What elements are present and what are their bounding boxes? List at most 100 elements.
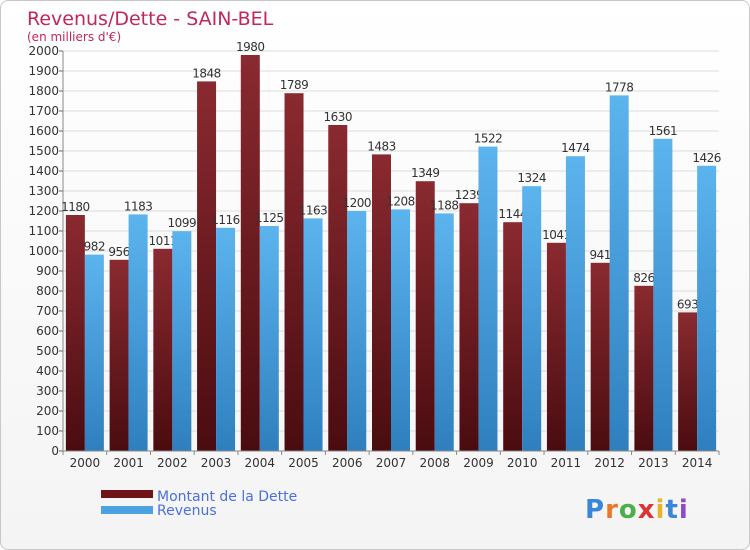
bar-dette	[372, 154, 391, 451]
y-tick-label: 200	[36, 404, 59, 418]
x-tick-label: 2013	[638, 456, 669, 470]
x-tick-label: 2008	[419, 456, 450, 470]
legend-swatch-revenus	[101, 506, 153, 514]
x-tick-label: 2010	[507, 456, 538, 470]
y-tick-label: 1400	[28, 164, 59, 178]
y-tick-label: 1000	[28, 244, 59, 258]
chart-subtitle: (en milliers d'€)	[27, 30, 121, 44]
data-label-dette: 826	[633, 271, 654, 285]
bar-revenus	[565, 156, 585, 451]
data-label-dette: 1239	[455, 188, 484, 202]
data-label-dette: 1349	[411, 166, 440, 180]
x-tick-label: 2014	[682, 456, 713, 470]
bar-dette	[503, 222, 523, 451]
x-tick-label: 2000	[70, 456, 101, 470]
data-label-dette: 956	[108, 245, 129, 259]
bar-revenus	[391, 209, 410, 451]
x-tick-label: 2006	[332, 456, 363, 470]
bar-dette	[109, 259, 129, 451]
bar-dette	[415, 181, 435, 451]
bar-dette	[634, 285, 654, 451]
y-tick-label: 600	[36, 324, 59, 338]
data-label-revenus: 1188	[430, 198, 459, 212]
data-label-revenus: 1778	[605, 80, 634, 94]
bar-dette	[197, 81, 217, 452]
y-tick-label: 300	[36, 384, 59, 398]
data-label-revenus: 1125	[255, 211, 284, 225]
bar-dette	[65, 215, 85, 451]
legend-swatch-debt	[101, 490, 153, 498]
data-label-dette: 1483	[367, 139, 396, 153]
y-tick-label: 500	[36, 344, 59, 358]
bar-revenus	[697, 165, 717, 452]
x-tick-label: 2002	[157, 456, 188, 470]
y-axis: 0 100 200 300 400 500 600 700 800 900 1000 1100 1200…	[28, 44, 64, 458]
bar-revenus	[653, 138, 673, 452]
bar-revenus	[347, 211, 367, 451]
data-label-revenus: 1426	[692, 151, 721, 165]
data-label-dette: 1180	[61, 200, 90, 214]
chart-title: Revenus/Dette - SAIN-BEL	[27, 8, 274, 30]
y-tick-label: 700	[36, 304, 59, 318]
data-label-dette: 1848	[192, 66, 221, 80]
bar-dette	[459, 203, 479, 451]
bar-revenus	[84, 254, 104, 451]
x-tick-label: 2007	[376, 456, 407, 470]
bar-revenus	[478, 146, 498, 451]
y-tick-label: 400	[36, 364, 59, 378]
data-label-revenus: 1324	[517, 171, 546, 185]
data-label-dette: 1144	[498, 207, 527, 221]
bar-dette	[328, 125, 348, 451]
y-tick-label: 1500	[28, 144, 59, 158]
bar-dette	[590, 262, 610, 451]
data-label-revenus: 1200	[342, 196, 371, 210]
x-tick-label: 2004	[245, 456, 276, 470]
data-label-revenus: 1522	[474, 132, 503, 146]
logo: Proxiti	[585, 495, 689, 525]
x-tick-label: 2009	[463, 456, 494, 470]
bar-dette	[153, 248, 173, 451]
bar-revenus	[609, 95, 629, 452]
data-label-revenus: 1561	[649, 124, 678, 138]
y-tick-label: 1300	[28, 184, 59, 198]
data-label-revenus: 1116	[211, 213, 240, 227]
bars: 1180 982 956 1183 1011 1099 1848 1116 1980 1125 17…	[61, 40, 721, 452]
y-tick-label: 1100	[28, 224, 59, 238]
x-axis: 2000 2001 2002 2003 2004 2005 2006 2007 2008 2009…	[62, 450, 720, 470]
bar-revenus	[522, 186, 542, 451]
legend-label-revenus: Revenus	[157, 503, 217, 519]
x-tick-label: 2005	[288, 456, 319, 470]
logo-text: Proxiti	[585, 495, 689, 525]
y-tick-label: 1600	[28, 124, 59, 138]
bar-dette	[240, 55, 260, 451]
x-tick-label: 2001	[113, 456, 144, 470]
data-label-revenus: 1474	[561, 141, 590, 155]
legend: Montant de la Dette Revenus	[101, 489, 297, 519]
data-label-revenus: 1183	[124, 199, 153, 213]
y-tick-label: 100	[36, 424, 59, 438]
bar-revenus	[172, 231, 192, 451]
data-label-dette: 1630	[323, 110, 352, 124]
bar-dette	[546, 242, 566, 451]
data-label-dette: 941	[589, 248, 610, 262]
y-tick-label: 0	[51, 444, 59, 458]
y-tick-label: 1200	[28, 204, 59, 218]
y-tick-label: 1800	[28, 84, 59, 98]
data-label-dette: 1980	[236, 40, 265, 54]
y-tick-label: 900	[36, 264, 59, 278]
bar-dette	[678, 312, 698, 451]
data-label-dette: 693	[677, 297, 698, 311]
bar-revenus	[303, 218, 323, 451]
bar-dette	[284, 93, 304, 451]
bar-revenus	[434, 213, 454, 451]
y-tick-label: 2000	[28, 44, 59, 58]
data-label-revenus: 1163	[299, 203, 328, 217]
data-label-revenus: 982	[84, 240, 105, 254]
data-label-dette: 1789	[280, 78, 309, 92]
x-tick-label: 2003	[201, 456, 232, 470]
y-tick-label: 1900	[28, 64, 59, 78]
bar-revenus	[216, 227, 236, 451]
data-label-dette: 1011	[149, 234, 178, 248]
